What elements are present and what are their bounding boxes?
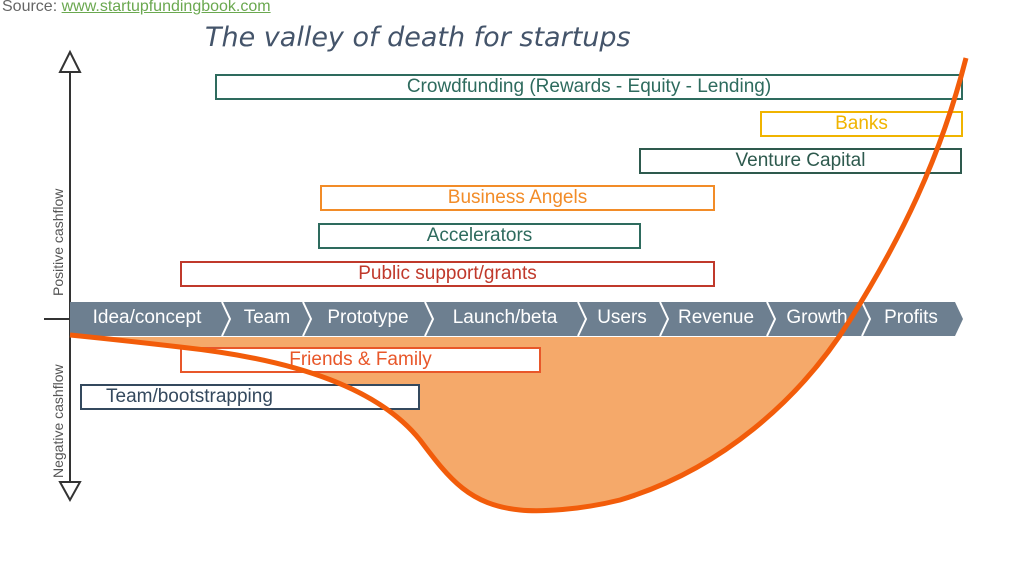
funding-public-support: Public support/grants <box>180 261 715 287</box>
funding-banks: Banks <box>760 111 963 137</box>
funding-venture-capital: Venture Capital <box>639 148 962 174</box>
stage-profits: Profits <box>884 307 938 328</box>
positive-cashflow-label: Positive cashflow <box>50 188 66 296</box>
stage-idea: Idea/concept <box>92 307 202 328</box>
negative-cashflow-label: Negative cashflow <box>50 364 66 478</box>
source-link[interactable]: www.startupfundingbook.com <box>61 0 271 15</box>
stage-launch: Launch/beta <box>452 307 558 328</box>
arrow-down-icon <box>58 481 82 503</box>
funding-friends-family: Friends & Family <box>180 347 541 373</box>
funding-accelerators: Accelerators <box>318 223 641 249</box>
stage-revenue: Revenue <box>677 307 755 328</box>
source: Source: www.startupfundingbook.com <box>2 0 271 16</box>
diagram-title: The valley of death for startups <box>205 22 631 53</box>
funding-crowdfunding: Crowdfunding (Rewards - Equity - Lending… <box>215 74 963 100</box>
stage-team: Team <box>243 307 291 328</box>
stage-growth: Growth <box>786 307 848 328</box>
funding-bootstrapping: Team/bootstrapping <box>80 384 420 410</box>
funding-business-angels: Business Angels <box>320 185 715 211</box>
source-label: Source: <box>2 0 58 15</box>
arrow-up-icon <box>58 49 82 73</box>
stage-users: Users <box>597 307 647 328</box>
stage-prototype: Prototype <box>327 307 409 328</box>
